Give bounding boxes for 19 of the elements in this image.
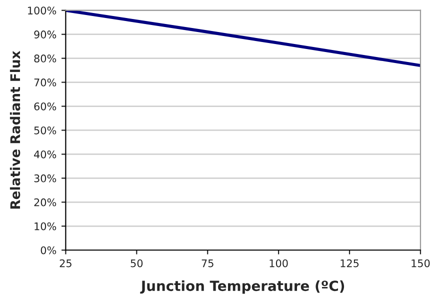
y-tick-label: 0%	[40, 246, 56, 254]
y-tick-label: 60%	[34, 102, 56, 110]
y-tick-label: 40%	[34, 150, 56, 158]
y-tick-label: 20%	[34, 198, 56, 206]
x-tick-label: 100	[270, 259, 288, 268]
x-tick-label: 50	[130, 259, 143, 268]
y-axis-title: Relative Radiant Flux	[10, 50, 20, 209]
x-tick-label: 25	[60, 259, 72, 268]
y-tick-label: 50%	[34, 126, 56, 134]
x-tick-label: 150	[412, 259, 430, 268]
y-tick-label: 80%	[34, 54, 56, 62]
x-tick-label: 125	[340, 259, 359, 268]
y-tick-label: 100%	[28, 6, 56, 14]
x-axis-title: Junction Temperature (ºC)	[140, 280, 344, 294]
x-tick-label: 75	[202, 259, 214, 268]
y-tick-label: 10%	[34, 222, 56, 230]
y-tick-label: 90%	[34, 30, 56, 38]
y-tick-label: 30%	[34, 174, 56, 182]
y-tick-label: 70%	[34, 78, 56, 86]
